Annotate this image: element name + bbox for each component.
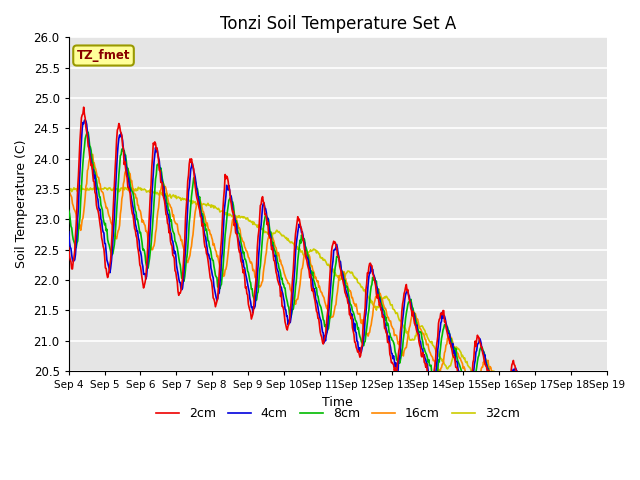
8cm xyxy=(75,227,83,233)
16cm xyxy=(420,331,428,336)
32cm xyxy=(214,206,221,212)
8cm xyxy=(186,220,193,226)
2cm xyxy=(65,245,72,251)
Line: 2cm: 2cm xyxy=(68,107,607,478)
Legend: 2cm, 4cm, 8cm, 16cm, 32cm: 2cm, 4cm, 8cm, 16cm, 32cm xyxy=(151,402,525,425)
8cm xyxy=(603,463,611,468)
2cm xyxy=(80,104,88,110)
8cm xyxy=(404,302,412,308)
4cm xyxy=(65,229,72,235)
4cm xyxy=(214,296,221,301)
2cm xyxy=(186,161,193,167)
8cm xyxy=(84,129,92,135)
8cm xyxy=(65,207,72,213)
32cm xyxy=(420,326,428,332)
2cm xyxy=(603,475,611,480)
8cm xyxy=(420,346,428,351)
Y-axis label: Soil Temperature (C): Soil Temperature (C) xyxy=(15,140,28,268)
16cm xyxy=(131,191,138,197)
2cm xyxy=(75,173,83,179)
32cm xyxy=(603,449,611,455)
32cm xyxy=(75,186,83,192)
8cm xyxy=(131,203,138,208)
Line: 32cm: 32cm xyxy=(68,185,607,461)
32cm xyxy=(65,188,72,194)
32cm xyxy=(404,331,412,337)
2cm xyxy=(131,226,138,231)
Line: 4cm: 4cm xyxy=(68,120,607,471)
16cm xyxy=(75,222,83,228)
32cm xyxy=(186,198,193,204)
2cm xyxy=(404,287,412,292)
X-axis label: Time: Time xyxy=(323,396,353,408)
32cm xyxy=(588,458,595,464)
4cm xyxy=(603,468,611,474)
4cm xyxy=(81,117,89,123)
32cm xyxy=(131,188,138,193)
16cm xyxy=(404,335,412,341)
Text: TZ_fmet: TZ_fmet xyxy=(77,49,131,62)
8cm xyxy=(214,284,221,289)
4cm xyxy=(420,354,428,360)
Line: 16cm: 16cm xyxy=(68,155,607,460)
16cm xyxy=(214,252,221,258)
Title: Tonzi Soil Temperature Set A: Tonzi Soil Temperature Set A xyxy=(220,15,456,33)
4cm xyxy=(131,212,138,218)
16cm xyxy=(89,152,97,157)
4cm xyxy=(75,204,83,210)
4cm xyxy=(404,289,412,295)
32cm xyxy=(76,182,84,188)
4cm xyxy=(186,184,193,190)
16cm xyxy=(65,188,72,194)
2cm xyxy=(420,352,428,358)
2cm xyxy=(214,296,221,301)
16cm xyxy=(186,255,193,261)
16cm xyxy=(603,457,611,463)
Line: 8cm: 8cm xyxy=(68,132,607,466)
